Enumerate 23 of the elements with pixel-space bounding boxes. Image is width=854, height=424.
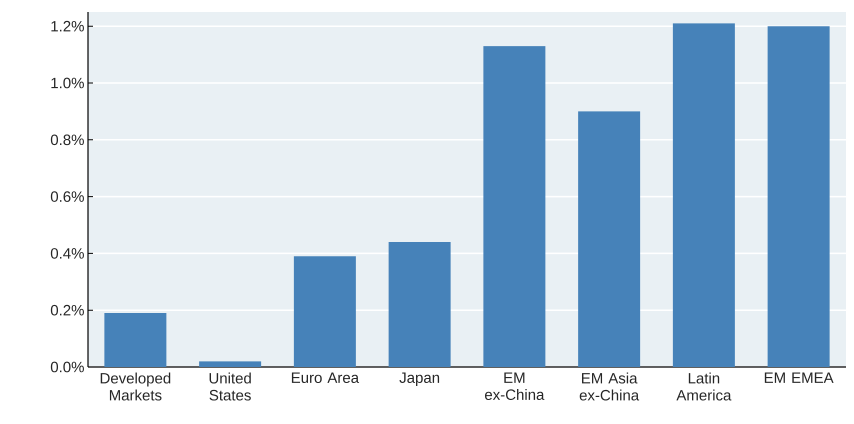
y-tick-label: 0.6% xyxy=(50,191,84,202)
bar xyxy=(294,256,356,367)
x-tick-label: United States xyxy=(210,372,251,401)
bar xyxy=(672,23,735,367)
x-tick-label: Developed Markets xyxy=(100,372,170,401)
bar xyxy=(483,46,546,367)
x-tick-label: Latin America xyxy=(676,372,732,401)
x-tick-label: Euro Area xyxy=(292,372,360,383)
bar xyxy=(388,242,451,367)
bar xyxy=(768,26,830,367)
y-tick-label: 1.2% xyxy=(51,20,84,32)
y-tick-label: 0.2% xyxy=(50,304,84,316)
bar xyxy=(199,361,262,367)
bar xyxy=(104,313,166,367)
bar xyxy=(578,111,640,367)
y-tick-label: 0.0% xyxy=(50,362,84,372)
y-tick-label: 0.8% xyxy=(50,134,84,146)
x-tick-label: EM Asia ex-China xyxy=(580,372,640,401)
x-tick-label: EM EMEA xyxy=(764,372,834,383)
x-tick-label: EM ex-China xyxy=(485,372,544,400)
x-tick-label: Japan xyxy=(399,372,440,386)
y-tick-label: 1.0% xyxy=(51,78,84,88)
y-tick-label: 0.4% xyxy=(50,248,84,259)
